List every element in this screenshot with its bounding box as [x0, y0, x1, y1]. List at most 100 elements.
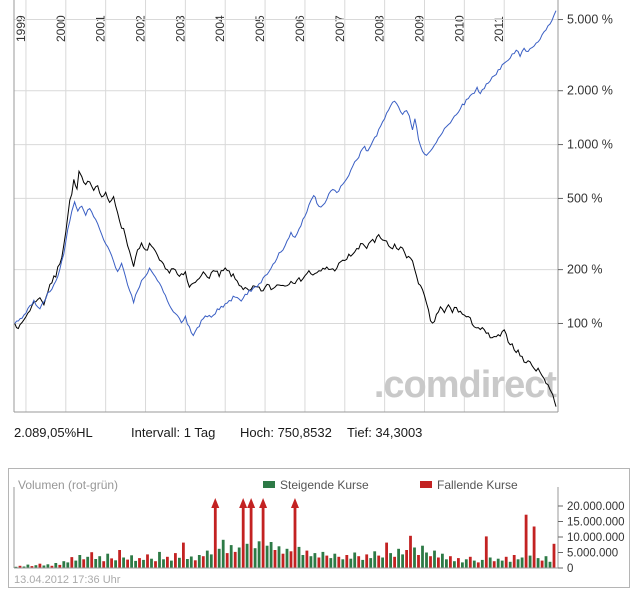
series-black [14, 169, 557, 407]
volume-bar [237, 547, 241, 568]
volume-bar [293, 503, 297, 568]
low-label: Tief: 34,3003 [347, 425, 422, 440]
series-blue [14, 10, 557, 337]
volume-bar [552, 543, 556, 568]
volume-bar [520, 557, 524, 568]
volume-bar [373, 551, 377, 568]
volume-bar [301, 555, 305, 568]
year-label: 2004 [213, 15, 227, 42]
volume-bar [154, 561, 157, 568]
year-label: 2002 [134, 15, 148, 42]
volume-bar [409, 535, 412, 568]
volume-bar [289, 551, 293, 568]
year-label: 2006 [293, 15, 307, 42]
percent-axis-label: 5.000 % [567, 13, 613, 27]
volume-bar [189, 556, 193, 568]
volume-bar [182, 542, 185, 568]
volume-bar [357, 556, 361, 568]
percent-axis-label: 2.000 % [567, 84, 613, 98]
volume-bar [401, 554, 404, 568]
volume-bar [417, 555, 420, 568]
volume-bar [333, 553, 337, 568]
volume-bar [18, 565, 22, 568]
volume-bar [385, 542, 388, 568]
volume-bar [86, 556, 90, 568]
volume-bar [146, 554, 149, 568]
volume-bar [309, 556, 313, 568]
volume-bar [421, 545, 424, 568]
volume-bar [102, 561, 106, 568]
volume-bar [405, 550, 408, 568]
volume-bar [349, 558, 353, 568]
volume-bar [365, 554, 369, 568]
volume-bar [504, 556, 508, 568]
volume-bar [429, 556, 432, 568]
volume-bar [46, 564, 50, 568]
year-label: 2008 [373, 15, 387, 42]
volume-bar [508, 561, 512, 568]
volume-bar [425, 552, 428, 568]
volume-bar [492, 561, 496, 568]
volume-axis-label: 0 [567, 563, 573, 575]
volume-bar [500, 560, 504, 568]
year-label: 2009 [412, 15, 426, 42]
percent-axis-label: 100 % [567, 316, 602, 330]
volume-bars [14, 498, 556, 569]
volume-bar [78, 555, 82, 568]
volume-bar [58, 564, 62, 568]
volume-bar [134, 560, 137, 568]
volume-bar [193, 560, 197, 569]
volume-bar [150, 558, 153, 568]
volume-axis-label: 10.000.000 [567, 532, 625, 544]
volume-bar [26, 564, 30, 568]
percent-axis-label: 200 % [567, 263, 602, 277]
volume-bar [305, 550, 309, 568]
volume-bar [281, 553, 285, 568]
volume-bar [257, 541, 261, 568]
volume-bar [162, 559, 165, 568]
volume-bar [253, 548, 257, 568]
year-label: 2005 [253, 15, 267, 42]
volume-bar [548, 561, 552, 568]
volume-bar [484, 536, 488, 568]
volume-bar [178, 557, 181, 568]
volume-bar [381, 557, 384, 568]
year-label: 2007 [333, 15, 347, 42]
volume-bar [22, 566, 26, 568]
volume-bar [397, 548, 400, 568]
volume-bar [472, 560, 476, 568]
volume-bar [265, 545, 269, 568]
volume-axis-label: 5.000.000 [567, 548, 618, 560]
volume-axes: 20.000.000 15.000.000 10.000.000 5.000.000 0 [13, 487, 625, 575]
year-label: 2003 [173, 15, 187, 42]
volume-bar [205, 550, 209, 568]
volume-bar [186, 559, 189, 568]
main-chart-grid: 1999 2000 2001 2002 2003 2004 2005 2006 2007 2008… [14, 0, 558, 412]
volume-bar [130, 555, 133, 568]
timestamp: 13.04.2012 17:36 Uhr [14, 574, 121, 586]
volume-arrow [259, 498, 268, 508]
volume-bar [544, 556, 548, 568]
range-percent-label: 2.089,05%HL [14, 425, 93, 440]
volume-bar [353, 552, 357, 568]
legend-label-falling: Fallende Kurse [437, 478, 518, 492]
volume-bar [138, 558, 141, 568]
volume-bar [225, 553, 229, 568]
volume-title: Volumen (rot-grün) [18, 478, 118, 492]
legend-label-rising: Steigende Kurse [280, 478, 369, 492]
volume-bar [70, 557, 74, 568]
volume-bar [118, 550, 121, 568]
main-chart-axes: 5.000 % 2.000 % 1.000 % 500 % 200 % 100 % [13, 0, 613, 413]
year-label: 2011 [492, 16, 506, 42]
volume-bar [361, 559, 365, 568]
watermark-logo: .comdirect [374, 364, 558, 406]
volume-bar [126, 559, 129, 568]
volume-bar [122, 557, 125, 568]
volume-panel-border [8, 468, 630, 588]
volume-bar [197, 555, 201, 568]
volume-bar [249, 503, 253, 568]
volume-bar [106, 553, 110, 568]
volume-bar [38, 563, 42, 568]
volume-bar [297, 546, 301, 568]
